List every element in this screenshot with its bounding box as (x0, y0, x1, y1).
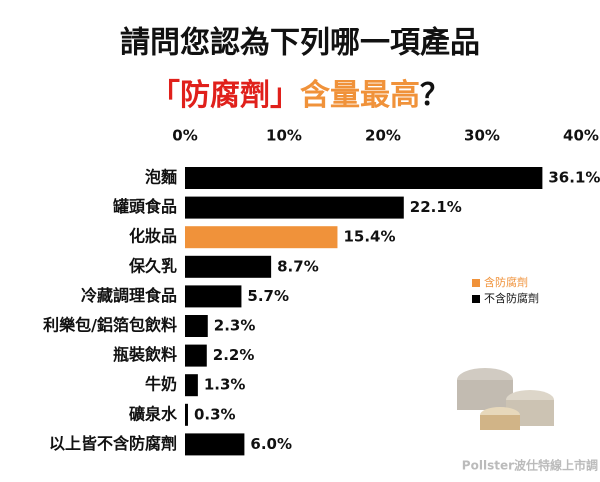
value-label: 36.1% (548, 169, 600, 187)
bar (185, 226, 338, 249)
legend-swatch (472, 279, 480, 287)
value-label: 0.3% (194, 405, 236, 423)
value-label: 15.4% (343, 228, 395, 246)
value-label: 22.1% (410, 198, 462, 216)
bar (185, 433, 245, 456)
legend-label: 含防腐劑 (484, 275, 528, 289)
legend-label: 不含防腐劑 (484, 291, 539, 305)
bar (185, 167, 543, 189)
value-label: 6.0% (250, 435, 292, 453)
value-label: 1.3% (204, 376, 246, 394)
y-tick-label: 牛奶 (145, 375, 177, 394)
value-label: 5.7% (247, 287, 289, 305)
bar (185, 315, 208, 337)
bar (185, 255, 272, 278)
x-tick-label: 0% (172, 127, 197, 145)
chart-subtitle: 「防腐劑」含量最高？ (150, 78, 450, 113)
subtitle-part: 「防腐劑」 (150, 78, 300, 113)
value-label: 8.7% (277, 257, 319, 275)
y-tick-label: 利樂包/鋁箔包飲料 (43, 316, 177, 335)
y-tick-label: 冷藏調理食品 (81, 286, 177, 305)
value-label: 2.3% (214, 317, 256, 335)
bar (185, 374, 198, 397)
source: Pollster波仕特線上市調 (462, 458, 598, 473)
value-label: 2.2% (213, 346, 255, 364)
y-tick-label: 瓶裝飲料 (113, 345, 177, 364)
bar (185, 403, 188, 426)
x-tick-label: 20% (365, 127, 401, 145)
y-tick-label: 泡麵 (145, 168, 177, 187)
y-tick-label: 罐頭食品 (112, 197, 177, 216)
y-tick-label: 以上皆不含防腐劑 (49, 434, 177, 453)
bar (185, 285, 242, 308)
subtitle-part: 含量最高 (300, 78, 420, 113)
x-tick-label: 30% (464, 127, 500, 145)
y-tick-label: 化妝品 (129, 227, 177, 246)
chart-title: 請問您認為下列哪一項產品 (120, 26, 480, 61)
legend-swatch (472, 295, 480, 303)
y-tick-label: 礦泉水 (129, 404, 178, 423)
bar (185, 196, 404, 219)
x-tick-label: 40% (563, 127, 599, 145)
x-tick-label: 10% (266, 127, 302, 145)
subtitle-part: ？ (420, 78, 450, 113)
cans-illustration (457, 368, 554, 430)
bar (185, 344, 207, 367)
y-tick-label: 保久乳 (128, 256, 177, 275)
